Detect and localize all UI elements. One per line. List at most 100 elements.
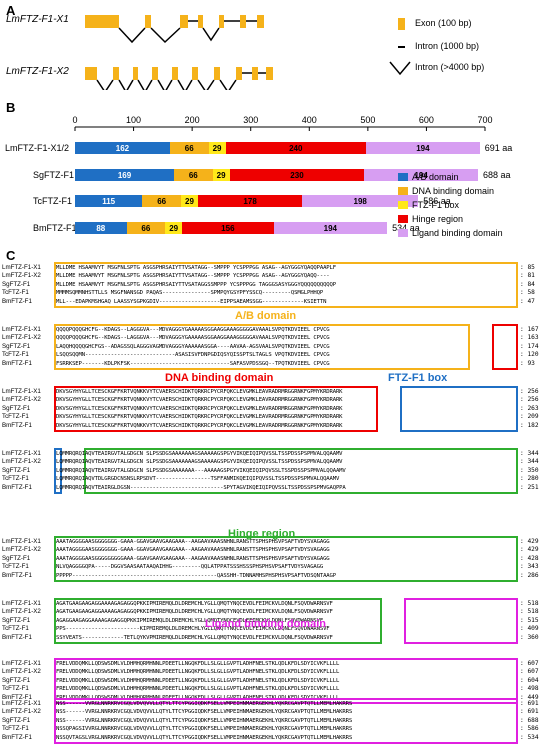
position-number: : 449	[520, 693, 539, 701]
species-name: LmFTZ-F1-X2	[2, 396, 41, 404]
position-number: : 688	[520, 716, 539, 724]
position-number: : 167	[520, 326, 539, 333]
domain-segment-lbd: 194	[273, 222, 388, 234]
species-name: LmFTZ-F1-X2	[2, 272, 41, 280]
domain-segment-hinge: 240	[225, 142, 367, 154]
position-number: : 163	[520, 334, 539, 342]
sequence-row: NLVQAGGGGQPA-----DGGVSAASAATAAQAIHHG----…	[56, 564, 324, 571]
exon	[172, 67, 178, 80]
species-name: LmFTZ-F1-X2	[2, 546, 41, 554]
legend-label: FTZ-F1 box	[412, 200, 460, 210]
exon	[85, 67, 97, 80]
sequence-row: SSYVEATS-------------TETLQYKVPMIREMQLDLD…	[56, 634, 333, 641]
position-number: : 534	[520, 733, 539, 741]
position-number: : 409	[520, 625, 539, 633]
position-number: : 518	[520, 600, 539, 607]
alignment-names: LmFTZ-F1-X1 LmFTZ-F1-X2 SgFTZ-F1 TcFTZ-F1 Bm…	[2, 600, 54, 642]
alignment-sequences: FRELVDDQMKLLQDSWSDMLVLDHMHQRMHNNLPDEETLL…	[56, 660, 518, 702]
position-number: : 251	[520, 483, 539, 491]
exon	[252, 67, 258, 80]
position-number: : 691	[520, 700, 539, 707]
alignment-names: LmFTZ-F1-X1 LmFTZ-F1-X2 SgFTZ-F1 TcFTZ-F1 Bm…	[2, 450, 54, 492]
domain-segment-dbd: 66	[142, 195, 181, 207]
species-name: LmFTZ-F1-X2	[2, 334, 41, 342]
intron-long	[150, 27, 181, 44]
species-name: SgFTZ-F1	[2, 716, 31, 724]
position-number: : 93	[520, 359, 535, 367]
domain-box	[54, 698, 518, 744]
species-name: TcFTZ-F1	[2, 563, 29, 571]
alignment-positions: : 691: 691: 688: 586: 534	[520, 700, 548, 742]
domain-box	[84, 448, 518, 494]
sequence-row: MLLDME HSAAMVYT MSGFNLSPTG ASGSPHRSAIYTT…	[56, 265, 336, 271]
position-number: : 607	[520, 660, 539, 667]
alignment-names: LmFTZ-F1-X1 LmFTZ-F1-X2 SgFTZ-F1 TcFTZ-F1 Bm…	[2, 388, 54, 430]
position-number: : 429	[520, 538, 539, 545]
species-name: SgFTZ-F1	[2, 466, 31, 474]
intron-long	[219, 79, 237, 90]
domain-bar-label: SgFTZ-F1	[33, 170, 75, 180]
species-name: BmFTZ-F1	[2, 571, 32, 579]
sequence-row: FRELVDDQMKLLQDSWSDMLVLDHMHQRMHNNLPDEETLL…	[56, 661, 340, 667]
exon	[236, 67, 242, 80]
sequence-row: LQMMRQRQIAQVTEAIRGLDGSN-----------------…	[56, 484, 346, 491]
position-number: : 256	[520, 396, 539, 404]
legend-intron-long-swatch	[389, 61, 411, 76]
axis-tick-label: 100	[126, 115, 142, 125]
domain-segment-ftz: 29	[208, 142, 226, 154]
position-number: : 343	[520, 563, 539, 571]
sequence-row: FRELVDDQMKLLQDSWSDMLVLDHMHQRMHNNLPDEETLL…	[56, 669, 340, 676]
sequence-row: NSS------VVRGLNNRKRVCGQLVDVQVVLLQTYLTTCY…	[56, 717, 353, 724]
position-number: : 691	[520, 708, 539, 716]
panel-b-letter: B	[6, 100, 16, 115]
sequence-row: LAQQHQQQQGHCFGS--ADAGSSQLAGGGVAGMDVAGGGY…	[56, 343, 330, 350]
species-name: TcFTZ-F1	[2, 685, 29, 693]
species-name: SgFTZ-F1	[2, 616, 31, 624]
sequence-row: AGAGGAAGAGGAAAAGAGAGGQPKKIPMIREMQLDLDREM…	[56, 617, 324, 624]
position-number: : 47	[520, 297, 535, 305]
domain-segment-hinge: 178	[197, 195, 303, 207]
legend-swatch	[398, 215, 408, 223]
domain-segment-ab: 169	[75, 169, 174, 181]
position-number: : 256	[520, 388, 539, 395]
sequence-row: AGATGAAGAAGAGGAAAAGAGAGGQPKKIPMIREMQLDLD…	[56, 609, 333, 616]
position-number: : 286	[520, 571, 539, 579]
position-number: : 515	[520, 616, 539, 624]
legend-item-dbd: DNA binding domain	[398, 186, 494, 196]
panel-a-letter: A	[6, 3, 16, 18]
gene-label-x2: LmFTZ-F1-X2	[6, 66, 69, 77]
domain-bar-label: BmFTZ-F1	[33, 223, 77, 233]
domain-segment-ab: 88	[75, 222, 127, 234]
exon	[133, 67, 138, 80]
species-name: LmFTZ-F1-X1	[2, 660, 41, 667]
intron-long	[197, 79, 215, 90]
species-name: SgFTZ-F1	[2, 342, 31, 350]
exon	[85, 15, 119, 28]
sequence-row: AGATGAAGAAGAGGAAAAGAGAGGQPKKIPMIREMQLDLD…	[56, 601, 333, 607]
intron-long	[157, 79, 173, 90]
species-name: LmFTZ-F1-X2	[2, 458, 41, 466]
legend-swatch	[398, 173, 408, 181]
alignment-sequences: AAATAGGGGAASGGGGGGG-GAAA-GGAVGAAVGAAGAAA…	[56, 538, 518, 580]
domain-box	[54, 536, 518, 582]
species-name: BmFTZ-F1	[2, 733, 32, 741]
exon	[266, 67, 273, 80]
legend-exon-label: Exon (100 bp)	[415, 18, 472, 28]
sequence-row: LQMMRQRQIAQVTDLGRGDCNSNSLRPSDVT---------…	[56, 476, 340, 483]
domain-title-ftz: FTZ-F1 box	[388, 372, 448, 384]
species-name: BmFTZ-F1	[2, 297, 32, 305]
intron-long	[118, 27, 146, 44]
sequence-row: NSSQPAGSIVVRGLNNRKRVCGQLVDVQVVLLQTYLTTCY…	[56, 726, 353, 733]
legend-intron-long-label: Intron (>4000 bp)	[415, 62, 485, 72]
sequence-row: LSQQSQQMN----------------------------ASA…	[56, 352, 330, 359]
domain-segment-dbd: 66	[173, 169, 213, 181]
legend-intron-short-label: Intron (1000 bp)	[415, 41, 480, 51]
intron-long	[96, 79, 114, 90]
domain-segment-lbd: 198	[302, 195, 419, 207]
domain-segment-dbd: 66	[169, 142, 209, 154]
species-name: TcFTZ-F1	[2, 289, 29, 297]
exon	[219, 15, 224, 28]
domain-title-ab: A/B domain	[235, 310, 297, 322]
alignment-sequences: LQMMRQRQIAQVTEAIRGVTALGDGCN SLPSSDGSAAAA…	[56, 450, 518, 492]
species-name: SgFTZ-F1	[2, 554, 31, 562]
